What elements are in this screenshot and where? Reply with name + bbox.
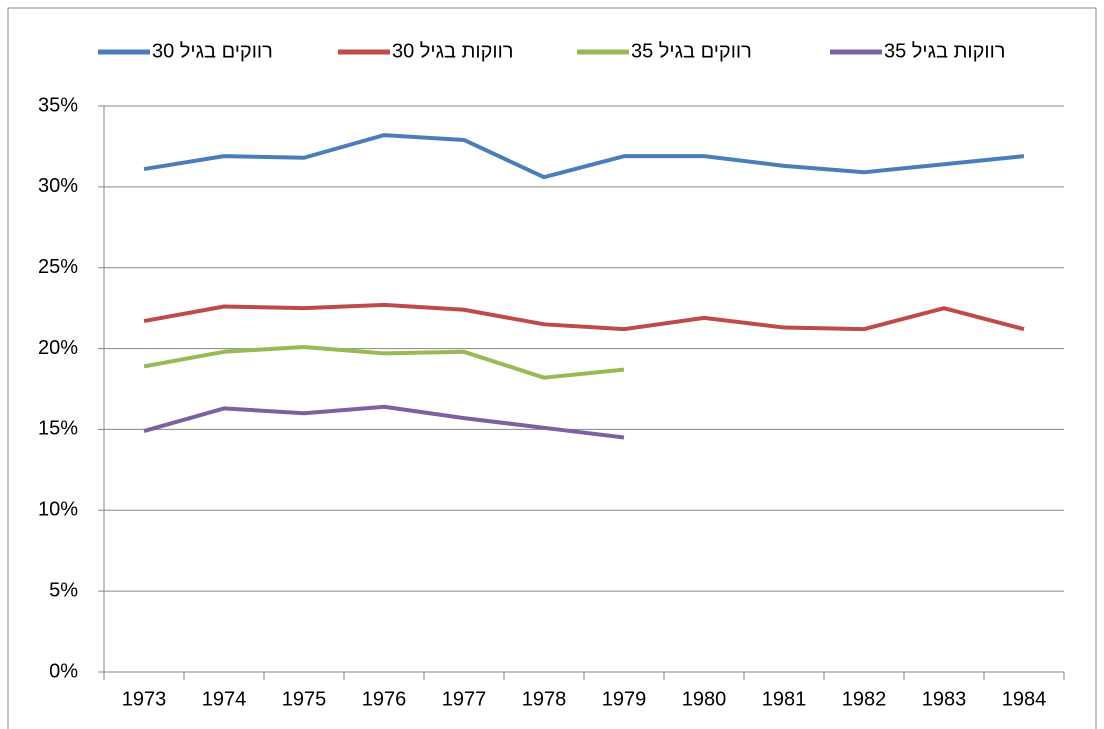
y-tick-label: 10% <box>38 499 78 521</box>
series-line <box>143 344 625 380</box>
y-tick-label: 35% <box>38 94 78 116</box>
series-line <box>143 404 625 440</box>
x-tick-label: 1975 <box>282 688 327 710</box>
y-tick-label: 0% <box>49 660 78 682</box>
legend-label: רווקים בגיל 35 <box>631 40 752 62</box>
y-tick-label: 15% <box>38 418 78 440</box>
y-tick-label: 25% <box>38 256 78 278</box>
x-tick-label: 1977 <box>442 688 487 710</box>
x-tick-label: 1980 <box>682 688 727 710</box>
y-tick-label: 30% <box>38 175 78 197</box>
x-tick-label: 1976 <box>362 688 407 710</box>
y-tick-label: 20% <box>38 337 78 359</box>
x-tick-label: 1983 <box>922 688 967 710</box>
x-tick-label: 1981 <box>762 688 807 710</box>
legend-label: רווקות בגיל 35 <box>884 40 1005 62</box>
x-tick-label: 1984 <box>1002 688 1047 710</box>
series-line <box>143 133 1025 180</box>
x-tick-label: 1973 <box>122 688 167 710</box>
x-tick-label: 1982 <box>842 688 887 710</box>
y-tick-label: 5% <box>49 579 78 601</box>
legend-label: רווקים בגיל 30 <box>152 40 273 62</box>
chart-frame <box>7 7 1097 729</box>
x-tick-label: 1979 <box>602 688 647 710</box>
x-tick-label: 1978 <box>522 688 567 710</box>
legend-label: רווקות בגיל 30 <box>392 40 513 62</box>
x-tick-label: 1974 <box>202 688 247 710</box>
series-line <box>143 302 1025 332</box>
